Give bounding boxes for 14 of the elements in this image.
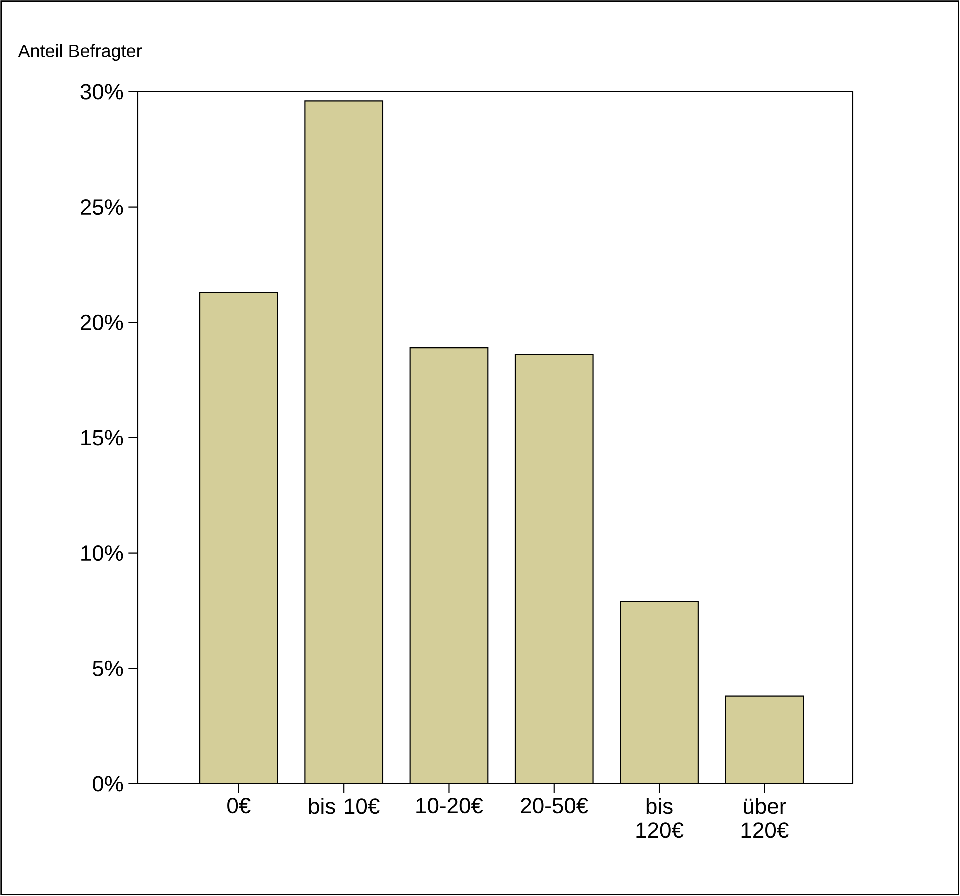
y-tick-label: 5% (93, 660, 124, 676)
x-tick-label: bis 120€ (636, 798, 684, 838)
y-tick-label: 10% (82, 546, 124, 562)
y-tick-label: 25% (81, 200, 124, 216)
x-tick-label: bis 10€ (309, 798, 380, 814)
y-tick-label: 30% (80, 84, 124, 100)
x-tick-label: 0€ (228, 798, 251, 814)
y-tick-label: 20% (81, 314, 124, 330)
x-tick-label: über 120€ (742, 798, 789, 838)
y-axis-title: Anteil Befragter (18, 44, 142, 62)
x-tick-label: 20-50€ (521, 798, 588, 814)
x-tick-label: 10-20€ (416, 798, 484, 814)
y-tick-label: 15% (82, 430, 124, 446)
y-tick-label: 0% (93, 776, 124, 792)
